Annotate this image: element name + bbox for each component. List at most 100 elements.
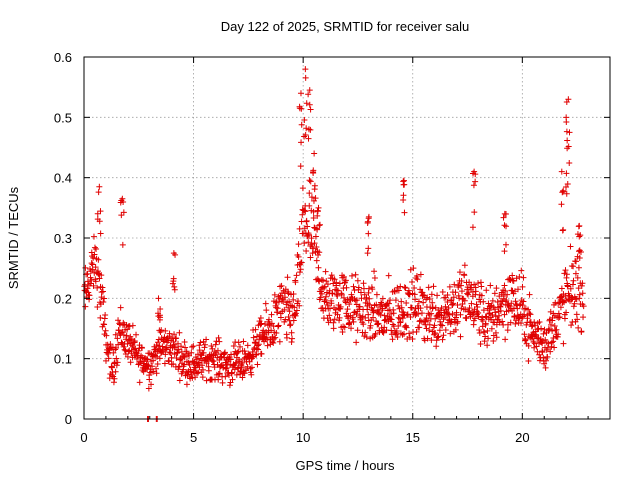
data-point <box>363 294 370 301</box>
data-point <box>120 343 127 350</box>
data-point <box>115 317 122 324</box>
data-point <box>365 245 372 252</box>
data-point <box>478 283 485 290</box>
data-point <box>287 322 294 329</box>
data-point <box>350 283 357 290</box>
x-tick-label: 10 <box>296 430 310 445</box>
data-point <box>293 307 300 314</box>
data-point <box>262 300 269 307</box>
data-point <box>421 292 428 299</box>
data-point <box>438 305 445 312</box>
data-point <box>484 342 491 349</box>
data-point <box>98 289 105 296</box>
data-point <box>401 209 408 216</box>
data-point <box>567 243 574 250</box>
data-point <box>200 349 207 356</box>
data-point <box>153 342 160 349</box>
data-point <box>538 339 545 346</box>
data-point <box>400 196 407 203</box>
data-point <box>283 334 290 341</box>
data-point <box>434 334 441 341</box>
data-point <box>496 319 503 326</box>
data-point <box>444 291 451 298</box>
data-point <box>153 370 160 377</box>
data-point <box>500 214 507 221</box>
data-point <box>331 316 338 323</box>
data-point <box>110 379 117 386</box>
data-point <box>316 249 323 256</box>
data-point <box>408 278 415 285</box>
data-point <box>555 310 562 317</box>
data-point <box>94 210 101 217</box>
data-point <box>547 321 554 328</box>
data-point <box>417 286 424 293</box>
data-point <box>428 291 435 298</box>
data-point <box>299 185 306 192</box>
data-point <box>516 273 523 280</box>
data-point <box>295 298 302 305</box>
data-point <box>199 374 206 381</box>
data-point <box>223 364 230 371</box>
data-point <box>558 294 565 301</box>
data-point <box>280 298 287 305</box>
data-point <box>367 335 374 342</box>
data-point <box>369 286 376 293</box>
data-point <box>401 284 408 291</box>
data-point <box>315 204 322 211</box>
data-point <box>315 264 322 271</box>
data-point <box>366 301 373 308</box>
data-point <box>429 299 436 306</box>
data-point <box>356 303 363 310</box>
data-point <box>287 321 294 328</box>
data-point <box>170 361 177 368</box>
data-point <box>494 298 501 305</box>
data-point <box>293 272 300 279</box>
data-point <box>493 334 500 341</box>
data-point <box>257 314 264 321</box>
data-point <box>448 318 455 325</box>
data-point <box>412 312 419 319</box>
plot-frame <box>83 56 611 420</box>
data-point <box>288 291 295 298</box>
data-point <box>124 340 131 347</box>
data-point <box>327 317 334 324</box>
data-point <box>576 233 583 240</box>
data-point <box>475 313 482 320</box>
data-point <box>320 284 327 291</box>
data-point <box>450 294 457 301</box>
data-point <box>520 298 527 305</box>
data-point <box>308 194 315 201</box>
data-point <box>287 302 294 309</box>
data-point <box>380 328 387 335</box>
data-point <box>428 310 435 317</box>
data-point <box>310 208 317 215</box>
data-point <box>353 311 360 318</box>
data-point <box>433 343 440 350</box>
data-point <box>354 277 361 284</box>
data-point <box>570 277 577 284</box>
data-point <box>403 300 410 307</box>
data-point <box>161 360 168 367</box>
data-point <box>324 281 331 288</box>
data-point <box>101 321 108 328</box>
data-point <box>357 289 364 296</box>
data-point <box>255 346 262 353</box>
data-point <box>316 221 323 228</box>
data-point <box>489 312 496 319</box>
data-point <box>526 310 533 317</box>
data-point <box>253 345 260 352</box>
data-point <box>566 129 573 136</box>
data-point <box>363 334 370 341</box>
data-point <box>470 182 477 189</box>
data-point <box>119 241 126 248</box>
data-point <box>277 283 284 290</box>
data-point <box>328 272 335 279</box>
data-point <box>524 315 531 322</box>
data-point <box>90 282 97 289</box>
data-point <box>88 260 95 267</box>
data-point <box>500 293 507 300</box>
data-point <box>548 339 555 346</box>
data-point <box>90 254 97 261</box>
data-point <box>399 315 406 322</box>
data-point <box>574 274 581 281</box>
